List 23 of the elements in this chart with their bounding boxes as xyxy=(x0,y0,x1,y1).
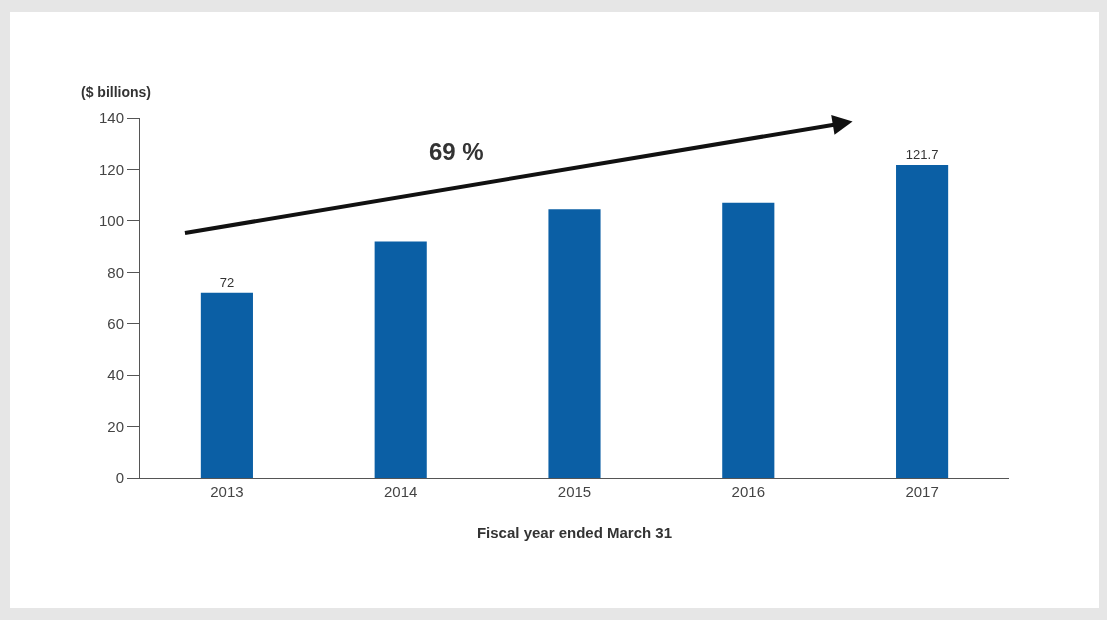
x-tick-label: 2014 xyxy=(384,483,418,500)
data-label: 72 xyxy=(219,274,235,290)
y-tick-label: 40 xyxy=(107,366,124,384)
annotation: 69 % xyxy=(429,138,484,165)
y-tick-label: 0 xyxy=(115,469,124,487)
x-axis-title: Fiscal year ended March 31 xyxy=(476,524,673,541)
x-tick-label: 2016 xyxy=(731,483,765,500)
data-label: 121.7 xyxy=(905,147,939,163)
x-tick-label: 2017 xyxy=(905,483,939,500)
bar xyxy=(374,241,427,478)
bar xyxy=(896,165,949,478)
y-axis-title: ($ billions) xyxy=(81,84,151,100)
y-tick-label: 100 xyxy=(98,212,124,230)
y-tick-label: 20 xyxy=(107,417,124,435)
y-tick-label: 60 xyxy=(107,314,124,332)
x-tick-label: 2013 xyxy=(210,483,244,500)
y-tick-label: 80 xyxy=(107,263,124,281)
bar xyxy=(548,209,601,478)
bar xyxy=(200,292,253,478)
x-tick-label: 2015 xyxy=(557,483,592,500)
y-tick-label: 120 xyxy=(98,160,124,178)
bar xyxy=(722,202,775,478)
y-tick-label: 140 xyxy=(98,109,124,127)
